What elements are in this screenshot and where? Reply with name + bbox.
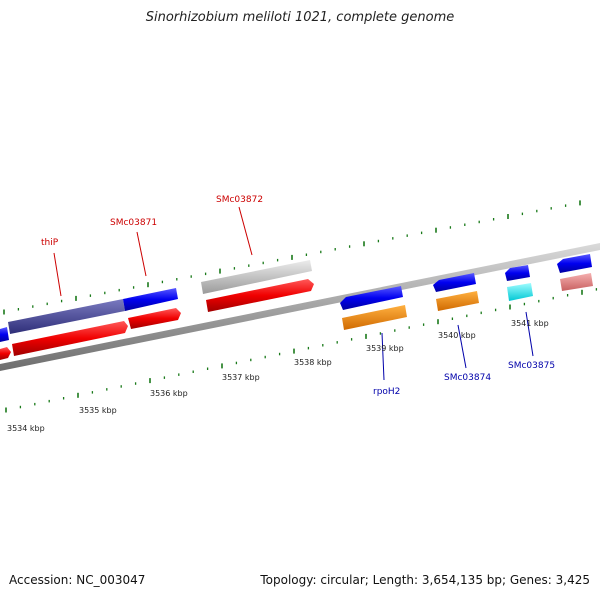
gene-right-edge-blue[interactable] (557, 254, 592, 273)
gene-left-edge-red[interactable] (0, 347, 11, 360)
label-line-smc03874 (457, 324, 467, 369)
gene-label-smc03872[interactable]: SMc03872 (216, 195, 263, 205)
gene-pseudo-smc03872[interactable] (201, 260, 312, 294)
ruler-label: 3538 kbp (294, 358, 332, 367)
gene-smc03875-arrow[interactable] (507, 283, 533, 301)
label-line-smc03872 (238, 206, 253, 256)
ruler-label: 3537 kbp (222, 373, 260, 382)
gene-smc03874-upper-arrow[interactable] (433, 273, 476, 292)
label-line-smc03871 (136, 231, 147, 277)
gene-label-smc03874[interactable]: SMc03874 (444, 373, 491, 383)
gene-smc03872-arrow[interactable] (206, 279, 314, 312)
upper-tick-track (3, 200, 581, 315)
gene-smc03875-upper-arrow[interactable] (505, 265, 530, 281)
label-line-smc03875 (525, 311, 534, 357)
map-title: Sinorhizobium meliloti 1021, complete ge… (145, 10, 455, 25)
gene-smc03871-arrow[interactable] (128, 308, 181, 329)
gene-left-edge-blue[interactable] (0, 327, 9, 342)
gene-label-smc03871[interactable]: SMc03871 (110, 218, 157, 228)
lower-tick-track (5, 288, 598, 413)
gene-label-rpoH2[interactable]: rpoH2 (373, 387, 400, 397)
gene-smc03871-upper-arrow[interactable] (123, 288, 178, 311)
ruler-label: 3535 kbp (79, 406, 117, 415)
ruler-label: 3540 kbp (438, 331, 476, 340)
ruler-label: 3541 kbp (511, 319, 549, 328)
gene-thiP-arrow[interactable] (12, 321, 128, 356)
gene-smc03874-arrow[interactable] (436, 291, 479, 311)
genome-summary-text: Topology: circular; Length: 3,654,135 bp… (260, 573, 590, 587)
gene-label-smc03875[interactable]: SMc03875 (508, 361, 555, 371)
gene-rpoH2-arrow[interactable] (342, 305, 407, 330)
operon-feature[interactable] (8, 299, 125, 334)
accession-text: Accession: NC_003047 (9, 573, 146, 587)
label-line-thiP (53, 252, 62, 297)
ruler-label: 3534 kbp (7, 424, 45, 433)
label-line-rpoH2 (381, 332, 385, 381)
ruler-label: 3539 kbp (366, 344, 404, 353)
gene-rpoH2-upper-arrow[interactable] (340, 286, 403, 310)
ruler-label: 3536 kbp (150, 389, 188, 398)
dna-backbone (0, 243, 600, 371)
gene-right-edge-pale[interactable] (560, 273, 593, 291)
gene-label-thiP[interactable]: thiP (41, 238, 59, 248)
